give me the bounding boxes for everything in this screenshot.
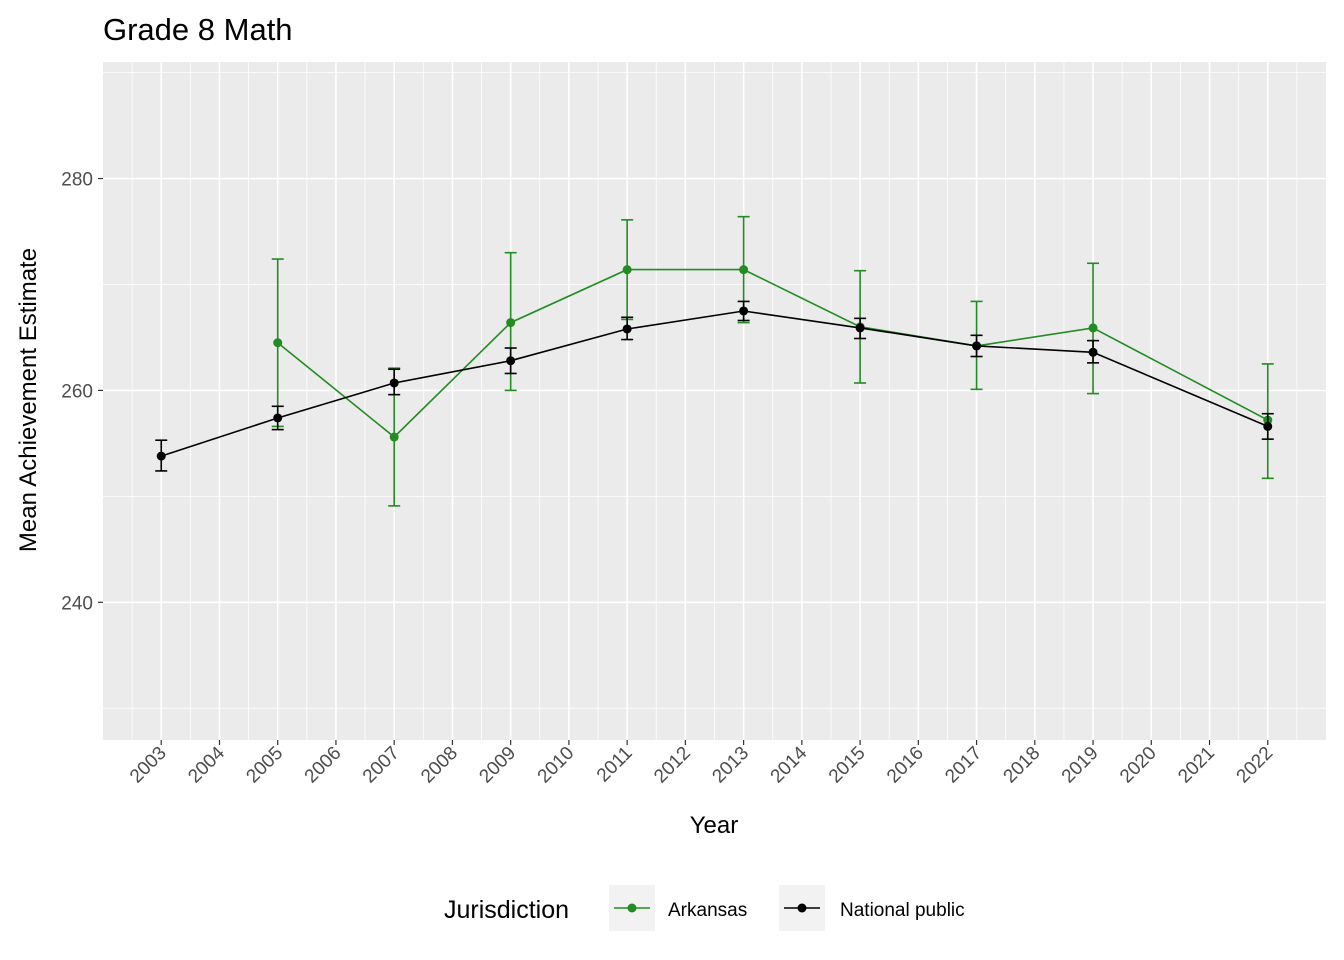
y-tick-label: 280 [61,170,93,191]
x-tick-label: 2019 [1058,743,1103,788]
x-tick-label: 2022 [1233,743,1278,788]
y-tick-label: 260 [61,381,93,402]
x-tick-label: 2011 [593,743,637,787]
legend-label-arkansas: Arkansas [668,900,747,921]
x-tick-label: 2008 [417,743,462,788]
x-tick-label: 2006 [301,743,346,788]
x-tick-label: 2014 [767,742,812,787]
data-point-arkansas [1088,323,1098,333]
data-point-national-public [506,356,516,366]
minor-gridlines [103,62,1326,740]
legend-key-point-arkansas [627,903,637,913]
x-tick-label: 2007 [359,743,404,788]
legend-item-national-public: National public [779,885,965,931]
x-tick-label: 2003 [126,743,171,788]
x-axis: 2003 2004 2005 2006 2007 2008 2009 2010 2011 2012… [126,740,1277,787]
legend-items: Arkansas National public [609,885,965,931]
series-national-public [155,300,1274,472]
data-point-national-public [739,306,749,316]
data-point-national-public [972,341,982,351]
data-point-arkansas [506,318,516,328]
data-point-national-public [273,413,283,423]
data-point-national-public [1263,421,1273,431]
x-axis-title: Year [690,812,739,839]
x-tick-label: 2004 [184,742,229,787]
x-tick-label: 2016 [883,743,928,788]
data-point-arkansas [739,265,749,275]
x-tick-label: 2012 [650,743,695,788]
data-point-national-public [389,378,399,388]
legend-title: Jurisdiction [444,896,569,924]
x-tick-label: 2009 [475,743,520,788]
data-point-national-public [622,324,632,334]
data-point-arkansas [622,265,632,275]
x-tick-label: 2010 [534,743,579,788]
legend-key-point-national-public [797,903,807,913]
data-point-national-public [156,451,166,461]
chart-title: Grade 8 Math [103,12,293,47]
x-tick-label: 2017 [941,743,986,788]
x-tick-label: 2015 [825,743,870,788]
y-tick-label: 240 [61,593,93,614]
data-point-arkansas [389,432,399,442]
series-layer [155,215,1274,507]
x-tick-label: 2013 [708,743,753,788]
data-point-national-public [855,323,865,333]
y-axis: 240 260 280 [61,170,103,614]
legend-label-national-public: National public [840,900,965,921]
data-point-national-public [1088,347,1098,357]
x-tick-label: 2018 [1000,743,1045,788]
legend-item-arkansas: Arkansas [609,885,747,931]
series-line-national-public [160,310,1269,457]
x-tick-label: 2021 [1174,743,1219,788]
x-tick-label: 2020 [1116,743,1161,788]
legend: Jurisdiction Arkansas National public [444,885,965,931]
x-tick-label: 2005 [243,743,288,788]
y-axis-title: Mean Achievement Estimate [15,248,42,552]
data-point-arkansas [273,338,283,348]
